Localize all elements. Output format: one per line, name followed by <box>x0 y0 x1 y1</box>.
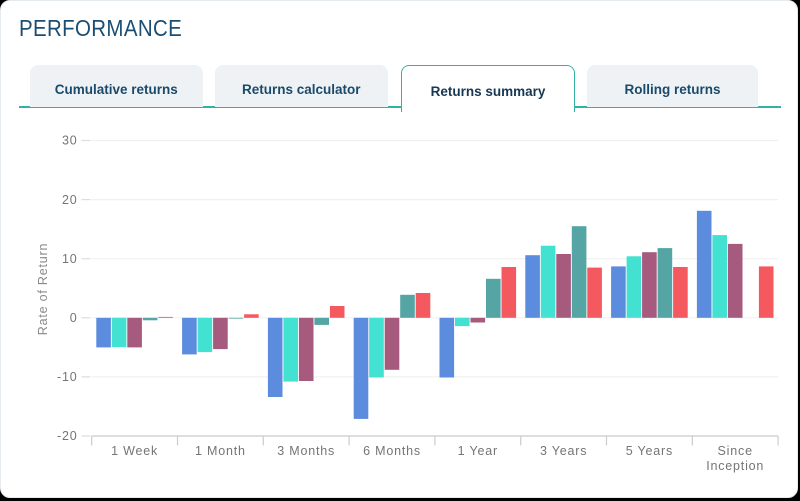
svg-text:1 Month: 1 Month <box>195 444 246 458</box>
svg-text:0: 0 <box>70 311 78 325</box>
svg-text:5 Years: 5 Years <box>626 444 673 458</box>
svg-text:6 Months: 6 Months <box>363 444 421 458</box>
svg-text:20: 20 <box>62 193 78 207</box>
svg-text:-10: -10 <box>57 370 77 384</box>
svg-text:Rate of Return: Rate of Return <box>36 243 50 336</box>
svg-text:3 Years: 3 Years <box>540 444 587 458</box>
svg-text:-20: -20 <box>57 429 77 443</box>
svg-text:30: 30 <box>62 134 78 148</box>
svg-text:1 Year: 1 Year <box>458 444 498 458</box>
svg-text:1 Week: 1 Week <box>111 444 158 458</box>
svg-text:Inception: Inception <box>706 459 764 473</box>
svg-text:3 Months: 3 Months <box>277 444 335 458</box>
svg-text:10: 10 <box>62 252 78 266</box>
svg-text:Since: Since <box>718 444 753 458</box>
